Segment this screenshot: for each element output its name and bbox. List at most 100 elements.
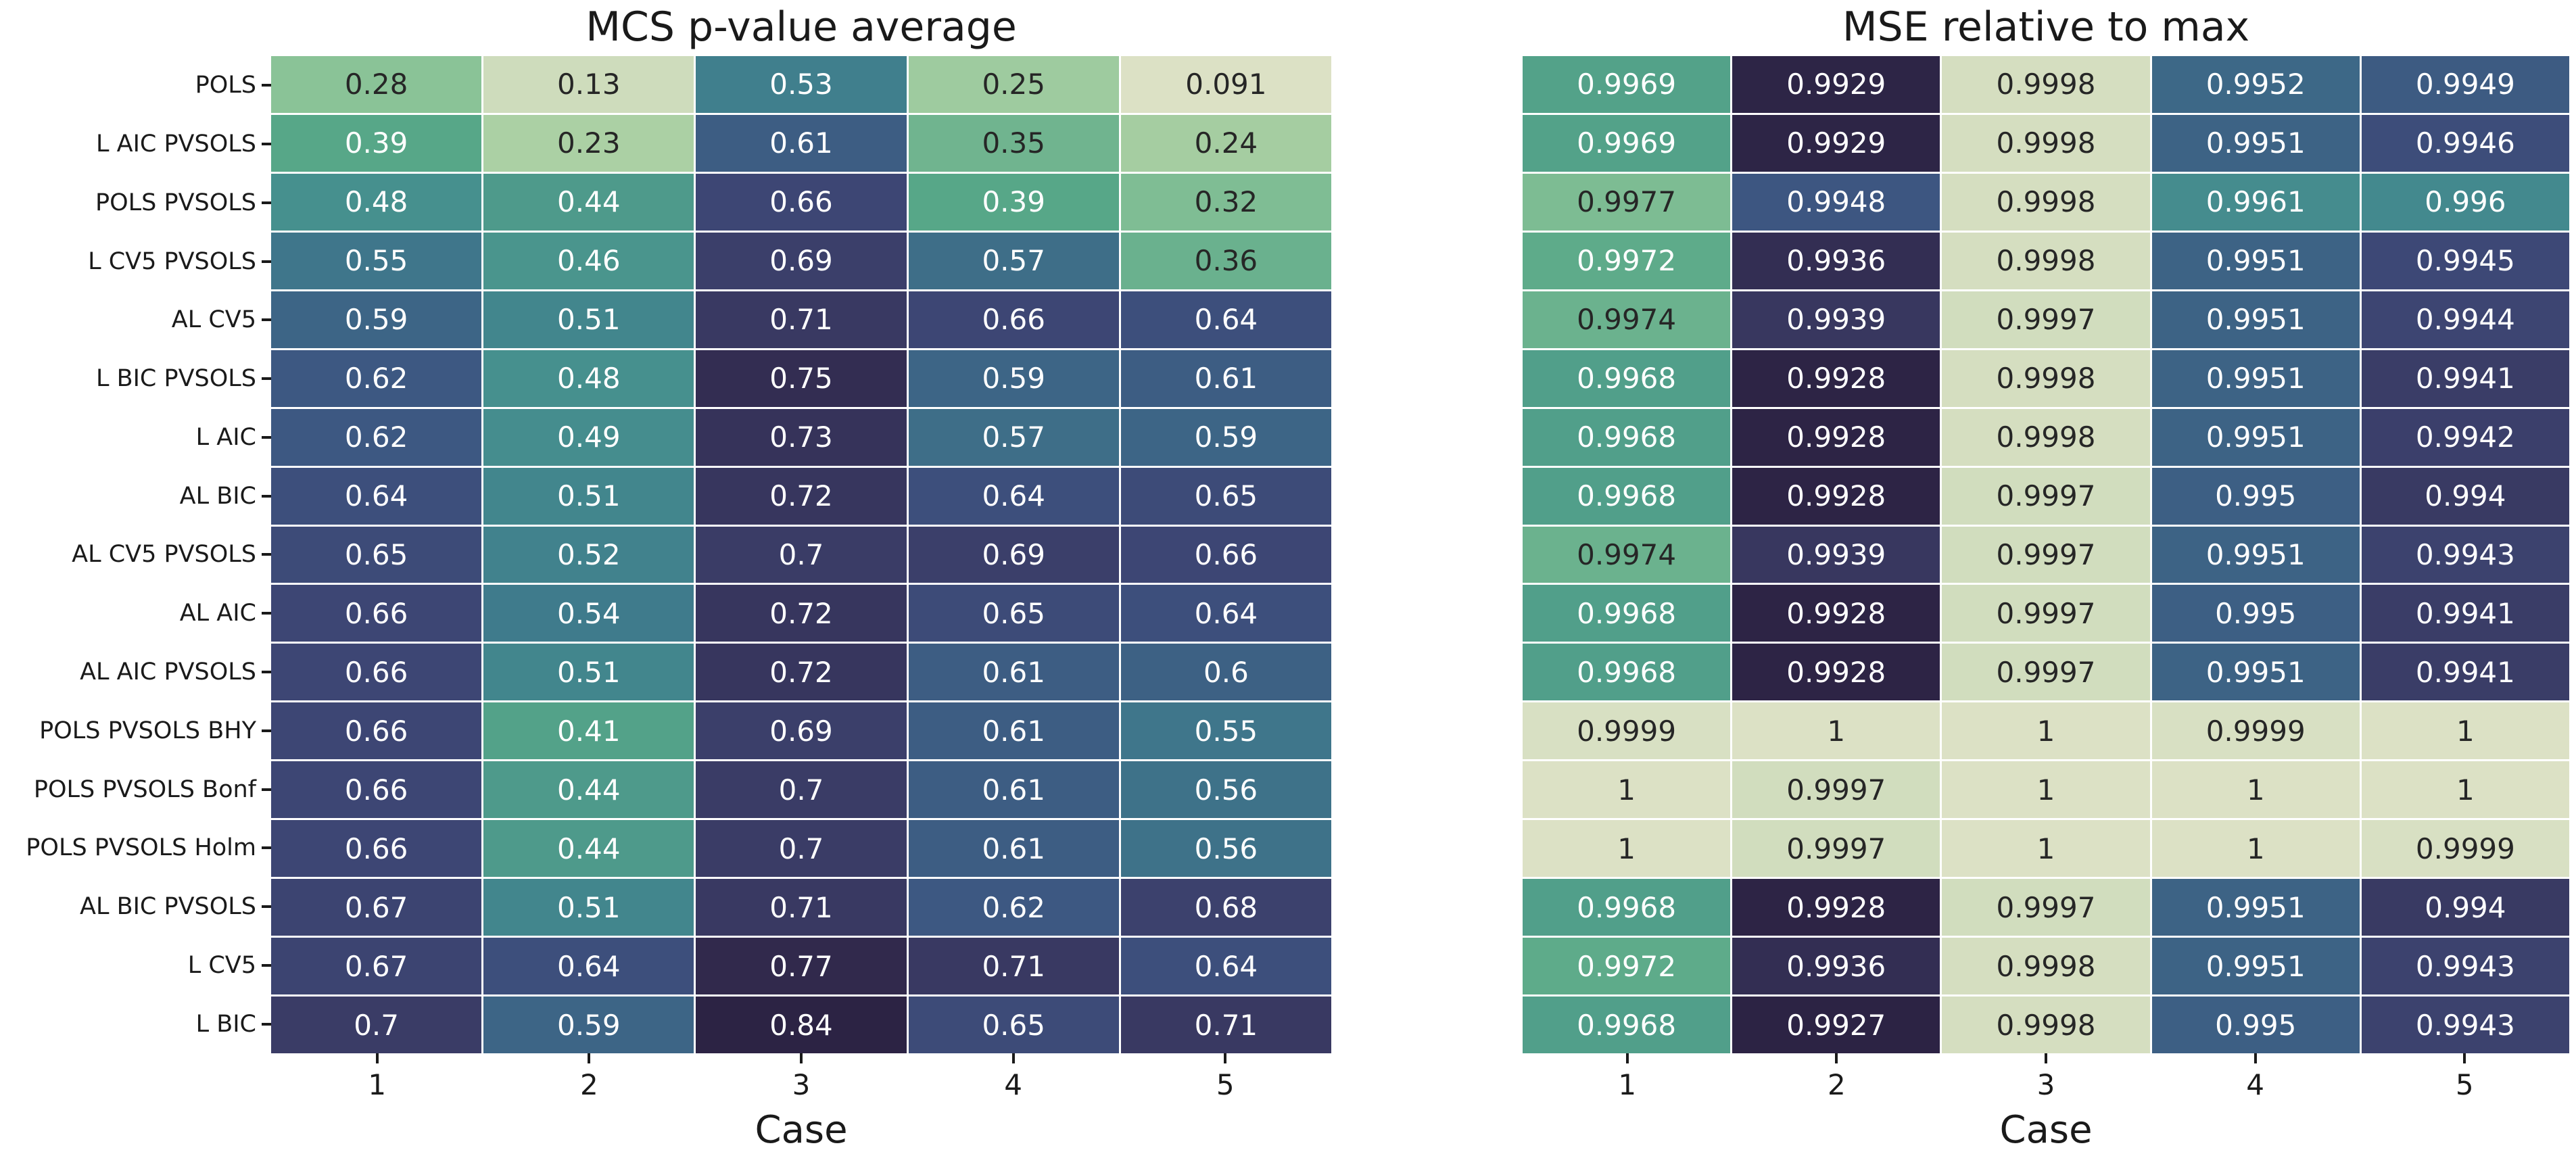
x-tick-label: 1: [368, 1068, 387, 1101]
heatmap-cell: 0.53: [696, 56, 907, 113]
heatmap-cell: 0.9999: [2151, 702, 2360, 760]
y-tick-mark: [262, 612, 271, 615]
heatmap-cell: 0.9951: [2151, 350, 2360, 407]
x-tick-label: 3: [2036, 1068, 2055, 1101]
heatmap-cell: 0.9998: [1942, 114, 2150, 172]
heatmap-cell: 0.091: [1120, 56, 1331, 113]
heatmap-cell: 0.9945: [2361, 232, 2569, 289]
y-tick-label: AL BIC PVSOLS: [80, 893, 256, 921]
heatmap-cell: 0.9977: [1523, 173, 1731, 231]
heatmap-cell: 0.9936: [1732, 938, 1940, 995]
heatmap-cell: 0.72: [696, 467, 907, 525]
heatmap-cell: 1: [2361, 761, 2569, 819]
heatmap-cell: 0.55: [271, 232, 482, 289]
heatmap-cell: 0.9948: [1732, 173, 1940, 231]
heatmap-cell: 0.64: [1120, 938, 1331, 995]
heatmap-cell: 0.9951: [2151, 232, 2360, 289]
y-tick-label: POLS PVSOLS BHY: [39, 717, 256, 744]
heatmap-cell: 0.9943: [2361, 526, 2569, 583]
heatmap-cell: 0.7: [696, 761, 907, 819]
chart-title: MCS p-value average: [586, 3, 1017, 51]
y-axis-labels: POLS L AIC PVSOLS POLS PVSOLS L CV5 PVSOLS A…: [6, 56, 256, 1053]
heatmap-cell: 0.65: [1120, 467, 1331, 525]
y-axis-ticks: [260, 56, 271, 1053]
heatmap-cell: 0.52: [483, 526, 694, 583]
heatmap-cell: 0.66: [696, 173, 907, 231]
heatmap-cell: 0.7: [271, 997, 482, 1053]
heatmap-cell: 0.9968: [1523, 644, 1731, 701]
heatmap-cell: 0.9951: [2151, 938, 2360, 995]
x-tick-mark: [2463, 1053, 2466, 1063]
heatmap-cell: 0.32: [1120, 173, 1331, 231]
heatmap-cell: 0.66: [908, 291, 1119, 348]
heatmap-cell: 0.9928: [1732, 350, 1940, 407]
heatmap-cell: 0.994: [2361, 467, 2569, 525]
heatmap-cell: 0.46: [483, 232, 694, 289]
x-tick-mark: [2253, 1053, 2257, 1063]
heatmap-cell: 0.9998: [1942, 56, 2150, 113]
heatmap-cell: 1: [2361, 702, 2569, 760]
y-tick-mark: [262, 84, 271, 87]
heatmap-cell: 0.9951: [2151, 291, 2360, 348]
x-tick-label: 4: [2246, 1068, 2264, 1101]
heatmap-cell: 0.65: [271, 526, 482, 583]
y-tick-label: AL AIC: [179, 600, 256, 627]
heatmap-cell: 0.9946: [2361, 114, 2569, 172]
heatmap-cell: 0.61: [908, 644, 1119, 701]
y-tick-label: L BIC PVSOLS: [95, 365, 256, 393]
x-tick-mark: [1224, 1053, 1227, 1063]
heatmap-cell: 0.44: [483, 173, 694, 231]
y-tick-mark: [262, 377, 271, 381]
y-tick-mark: [262, 435, 271, 439]
heatmap-cell: 0.59: [1120, 408, 1331, 466]
heatmap-cell: 0.48: [271, 173, 482, 231]
heatmap-cell: 0.51: [483, 879, 694, 936]
y-tick-label: POLS PVSOLS Holm: [26, 834, 256, 862]
heatmap-cell: 1: [2151, 820, 2360, 878]
heatmap-cell: 0.51: [483, 644, 694, 701]
heatmap-cell: 0.56: [1120, 761, 1331, 819]
heatmap-cell: 0.68: [1120, 879, 1331, 936]
heatmap-cell: 1: [2151, 761, 2360, 819]
heatmap-cell: 0.66: [271, 820, 482, 878]
heatmap-cell: 0.64: [1120, 291, 1331, 348]
heatmap-cell: 0.61: [908, 702, 1119, 760]
y-tick-label: L CV5 PVSOLS: [88, 247, 256, 275]
heatmap-cell: 0.64: [483, 938, 694, 995]
heatmap-cell: 0.9949: [2361, 56, 2569, 113]
heatmap-cell: 0.13: [483, 56, 694, 113]
y-tick-mark: [262, 494, 271, 498]
heatmap-cell: 0.9998: [1942, 232, 2150, 289]
heatmap-cell: 0.9974: [1523, 526, 1731, 583]
y-tick-label: AL CV5 PVSOLS: [72, 541, 256, 569]
heatmap-cell: 0.66: [271, 702, 482, 760]
x-axis-ticks: [1523, 1053, 2569, 1064]
heatmap-cell: 0.9968: [1523, 997, 1731, 1053]
heatmap-cell: 0.71: [908, 938, 1119, 995]
y-tick-mark: [262, 846, 271, 850]
x-tick-mark: [588, 1053, 591, 1063]
x-tick-label: 2: [580, 1068, 598, 1101]
heatmap-cell: 0.995: [2151, 467, 2360, 525]
heatmap-cell: 0.9951: [2151, 879, 2360, 936]
heatmap-cell: 0.9951: [2151, 408, 2360, 466]
heatmap-cell: 0.48: [483, 350, 694, 407]
heatmap-cell: 0.66: [271, 585, 482, 642]
heatmap-cell: 0.9928: [1732, 408, 1940, 466]
heatmap-cell: 0.9929: [1732, 56, 1940, 113]
heatmap-cell: 0.9961: [2151, 173, 2360, 231]
heatmap-cell: 0.73: [696, 408, 907, 466]
heatmap-cell: 0.39: [908, 173, 1119, 231]
heatmap-cell: 0.9968: [1523, 879, 1731, 936]
x-axis-tick-labels: 1 2 3 4 5: [271, 1068, 1331, 1102]
heatmap-cell: 0.59: [271, 291, 482, 348]
y-tick-mark: [262, 1022, 271, 1026]
heatmap-cell: 0.49: [483, 408, 694, 466]
x-tick-mark: [2044, 1053, 2047, 1063]
heatmap-cell: 0.9997: [1732, 820, 1940, 878]
x-tick-label: 1: [1618, 1068, 1637, 1101]
heatmap-cell: 0.9939: [1732, 526, 1940, 583]
heatmap-cell: 0.35: [908, 114, 1119, 172]
heatmap-cell: 0.9943: [2361, 997, 2569, 1053]
y-tick-mark: [262, 318, 271, 322]
